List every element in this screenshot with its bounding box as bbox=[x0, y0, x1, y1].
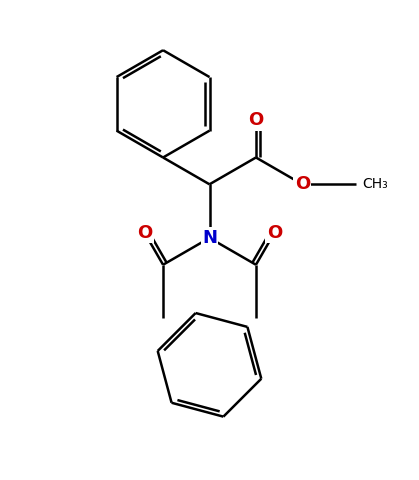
Text: O: O bbox=[267, 224, 282, 241]
Text: O: O bbox=[248, 111, 264, 129]
Text: O: O bbox=[137, 224, 152, 241]
Text: CH₃: CH₃ bbox=[362, 177, 388, 192]
Text: N: N bbox=[202, 229, 217, 247]
Text: O: O bbox=[295, 175, 310, 193]
